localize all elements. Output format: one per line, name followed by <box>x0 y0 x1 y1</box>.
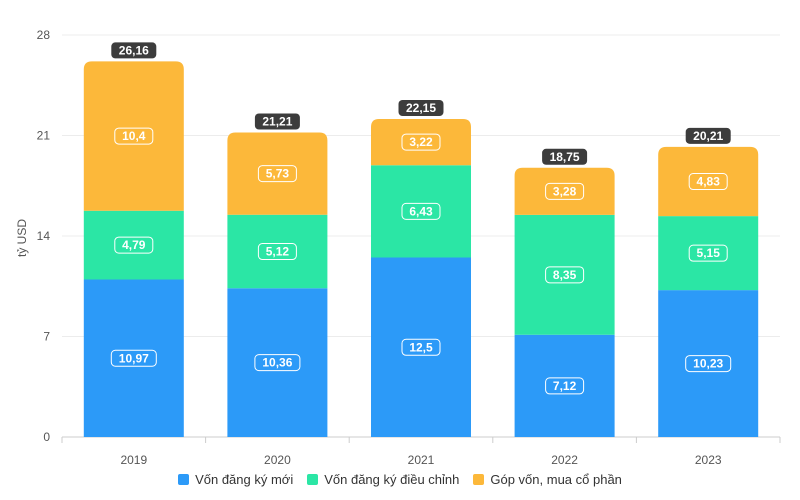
bar-segment <box>514 214 615 335</box>
legend-item-adjusted-capital[interactable]: Vốn đăng ký điều chỉnh <box>307 472 459 487</box>
x-tick-label: 2021 <box>408 453 435 467</box>
segment-data-label-background <box>257 165 297 183</box>
bar-segment <box>83 279 184 437</box>
segment-data-label-background <box>685 355 732 373</box>
segment-data-label: 3,22 <box>409 135 433 149</box>
data-labels: 10,97 4,79 10,4 26,16 10,36 5,12 5,73 21,21 12,5… <box>110 42 732 395</box>
segment-data-label: 3,28 <box>553 184 577 198</box>
bar-segment <box>227 132 328 215</box>
total-data-label: 26,16 <box>119 43 149 57</box>
legend-swatch <box>307 474 319 485</box>
bar-segment <box>371 257 471 437</box>
bar-segment <box>658 290 759 437</box>
segment-data-label-background <box>110 349 157 367</box>
legend-label: Góp vốn, mua cổ phần <box>490 472 622 487</box>
bar-segment <box>83 61 184 211</box>
bar-segment <box>371 118 471 166</box>
x-tick-label: 2022 <box>551 453 578 467</box>
total-data-label: 20,21 <box>693 129 723 143</box>
segment-data-label: 10,23 <box>693 357 723 371</box>
segment-data-label: 4,79 <box>122 238 146 252</box>
total-data-label-background <box>542 148 588 165</box>
total-data-label-background <box>398 99 444 116</box>
total-data-label: 22,15 <box>406 101 436 115</box>
y-tick-label: 21 <box>37 129 51 143</box>
segment-data-label: 10,97 <box>119 351 149 365</box>
segment-data-label-background <box>545 182 585 200</box>
legend-item-share-purchase[interactable]: Góp vốn, mua cổ phần <box>473 472 622 487</box>
segment-data-label-background <box>401 202 441 220</box>
segment-data-label-background <box>545 377 585 395</box>
segment-data-label-background <box>114 236 154 254</box>
segment-data-label: 10,36 <box>262 356 292 370</box>
segment-data-label: 5,73 <box>266 167 290 181</box>
segment-data-label-background <box>114 127 154 145</box>
x-tick-label: 2019 <box>120 453 147 467</box>
segment-data-label: 6,43 <box>409 204 433 218</box>
bar-segment <box>227 288 328 437</box>
segment-data-label: 7,12 <box>553 379 577 393</box>
total-data-label-background <box>685 127 731 144</box>
bar-segment <box>514 334 615 437</box>
legend-swatch <box>473 474 485 485</box>
bars <box>83 61 759 437</box>
segment-data-label: 12,5 <box>409 340 433 354</box>
segment-data-label-background <box>688 244 728 262</box>
total-data-label: 21,21 <box>262 114 292 128</box>
total-data-label-background <box>111 42 157 59</box>
legend-item-new-capital[interactable]: Vốn đăng ký mới <box>178 472 293 487</box>
y-axis-ticks: 0 7 14 21 28 <box>37 28 51 444</box>
legend-swatch <box>178 474 190 485</box>
x-tick-label: 2023 <box>695 453 722 467</box>
x-tick-label: 2020 <box>264 453 291 467</box>
bar-segment <box>371 165 471 258</box>
segment-data-label: 5,12 <box>266 245 290 259</box>
segment-data-label: 5,15 <box>697 246 721 260</box>
bar-segment <box>658 216 759 291</box>
segment-data-label: 4,83 <box>697 175 721 189</box>
segment-data-label-background <box>401 133 441 151</box>
y-tick-label: 7 <box>43 330 50 344</box>
legend-label: Vốn đăng ký điều chỉnh <box>324 472 460 487</box>
segment-data-label-background <box>688 173 728 191</box>
bar-segment <box>658 146 759 217</box>
segment-data-label-background <box>401 338 441 356</box>
x-axis: 2019 2020 2021 2022 2023 <box>61 436 781 467</box>
bar-segment <box>514 167 615 215</box>
segment-data-label: 8,35 <box>553 268 577 282</box>
segment-data-label-background <box>254 354 301 372</box>
segment-data-label-background <box>545 266 585 284</box>
legend: Vốn đăng ký mới Vốn đăng ký điều chỉnh G… <box>0 472 800 487</box>
total-data-label-background <box>254 113 300 130</box>
y-tick-label: 0 <box>43 430 50 444</box>
y-tick-label: 14 <box>37 229 51 243</box>
segment-data-label: 10,4 <box>122 129 146 143</box>
y-tick-label: 28 <box>37 28 51 42</box>
segment-data-label-background <box>257 243 297 261</box>
bar-segment <box>227 214 328 289</box>
legend-label: Vốn đăng ký mới <box>195 472 294 487</box>
y-axis-title: tỷ USD <box>15 219 29 257</box>
bar-segment <box>83 210 184 280</box>
total-data-label: 18,75 <box>550 150 580 164</box>
